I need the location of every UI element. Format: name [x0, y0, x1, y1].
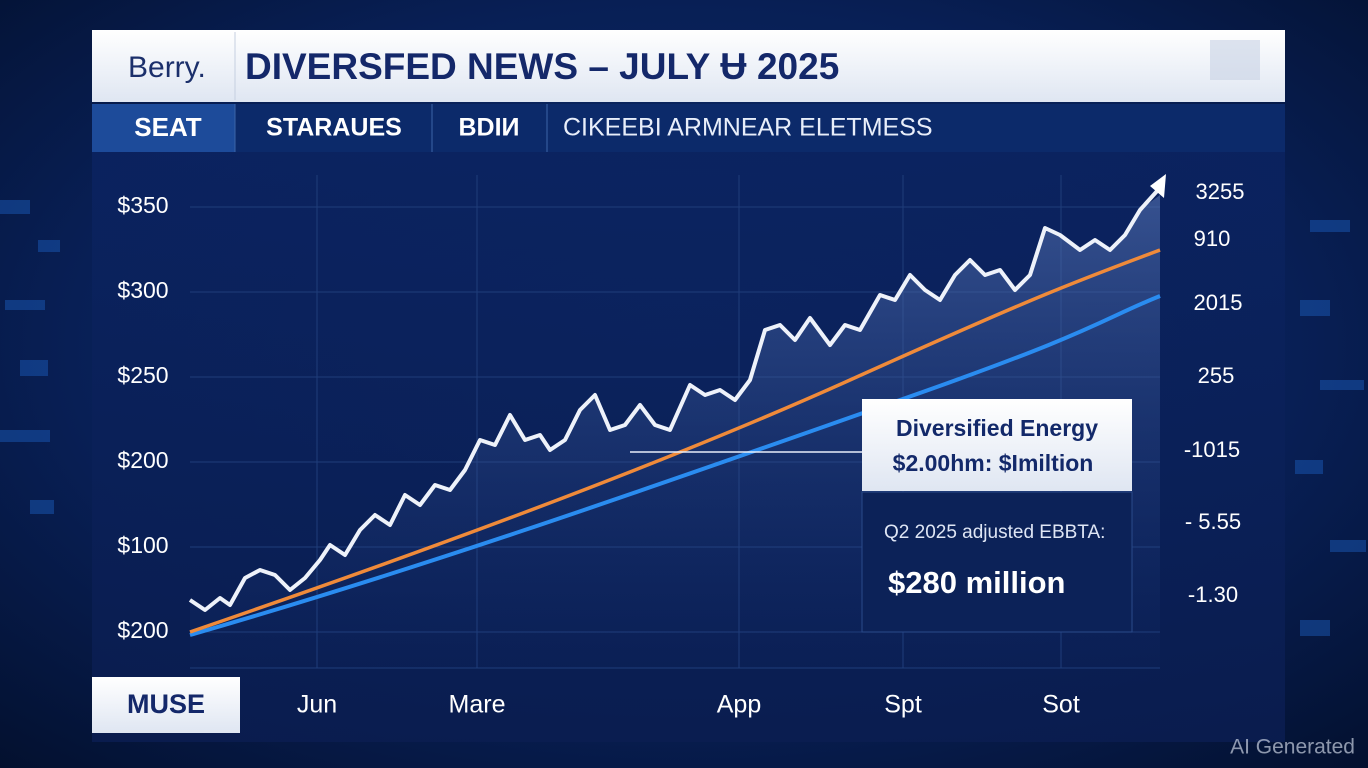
tab-active	[92, 104, 235, 152]
white-line	[188, 188, 1160, 612]
brand: Berry.	[128, 51, 206, 84]
x-label: Spt	[884, 691, 922, 719]
orange-line	[189, 248, 1161, 634]
arrow-head	[1150, 174, 1166, 198]
callout-box	[862, 399, 1132, 491]
x-label: Sot	[1042, 691, 1080, 719]
tab-bar	[92, 104, 1285, 152]
tab[interactable]: STARAUES	[266, 114, 402, 142]
right-label: 2015	[1194, 290, 1243, 315]
bottom-button[interactable]: MUSE	[127, 689, 205, 719]
x-label: App	[717, 691, 761, 719]
blue-line	[189, 294, 1161, 637]
headline: DIVERSFED NEWS – JULY Ʉ 2025	[245, 46, 839, 87]
right-label: -1015	[1184, 437, 1240, 462]
header-bar	[92, 30, 1285, 102]
x-label: Jun	[297, 691, 337, 719]
callout-panel	[861, 491, 1133, 633]
callout-subtitle: $2.00hm: $Imiltion	[893, 450, 1094, 476]
left-label: $200	[117, 447, 168, 473]
bottom-button-bg[interactable]	[92, 677, 240, 733]
tab[interactable]: CIKEEBI ARMNEAR ELETMESS	[563, 114, 933, 142]
left-label: $100	[117, 532, 168, 558]
left-label: $250	[117, 362, 168, 388]
right-label: 910	[1194, 226, 1231, 251]
callout-title: Diversified Energy	[896, 415, 1098, 441]
left-label: $350	[117, 192, 168, 218]
right-label: - 5.55	[1185, 509, 1241, 534]
callout-caption: Q2 2025 adjusted EBBTA:	[884, 522, 1105, 543]
right-label: -1.30	[1188, 582, 1238, 607]
header-logo	[1210, 40, 1260, 80]
tab[interactable]: BDIИ	[458, 114, 519, 142]
left-label: $300	[117, 277, 168, 303]
callout-figure: $280 million	[888, 565, 1065, 600]
right-label: 3255	[1196, 179, 1245, 204]
left-label: $200	[117, 617, 168, 643]
side-decor	[0, 200, 1366, 636]
x-label: Mare	[449, 691, 506, 719]
tab[interactable]: SEAT	[134, 112, 202, 142]
watermark: AI Generated	[1230, 736, 1355, 759]
right-label: 255	[1198, 363, 1235, 388]
